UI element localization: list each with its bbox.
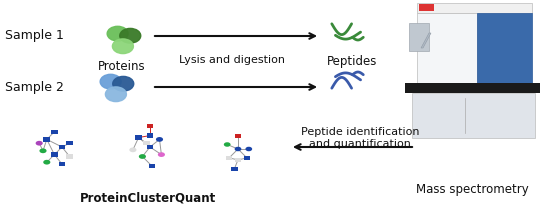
- Ellipse shape: [246, 147, 252, 152]
- Bar: [405, 84, 540, 94]
- Bar: [235, 135, 241, 139]
- Bar: [147, 124, 153, 129]
- Ellipse shape: [156, 137, 163, 142]
- Ellipse shape: [39, 149, 46, 153]
- Text: Peptides: Peptides: [327, 55, 377, 68]
- Bar: [44, 138, 50, 142]
- Bar: [66, 155, 73, 159]
- Text: Mass spectrometry: Mass spectrometry: [416, 182, 528, 195]
- Ellipse shape: [113, 77, 134, 92]
- Bar: [59, 145, 65, 149]
- Bar: [147, 134, 153, 138]
- Bar: [419, 5, 434, 12]
- FancyBboxPatch shape: [477, 14, 532, 84]
- Ellipse shape: [224, 143, 231, 147]
- Ellipse shape: [234, 147, 241, 152]
- Text: Lysis and digestion: Lysis and digestion: [179, 55, 285, 65]
- FancyBboxPatch shape: [417, 14, 477, 84]
- Text: Sample 1: Sample 1: [5, 28, 64, 41]
- Bar: [235, 158, 241, 162]
- Ellipse shape: [139, 154, 146, 159]
- Text: Peptide identification
and quantification: Peptide identification and quantificatio…: [301, 126, 419, 149]
- Bar: [147, 145, 153, 149]
- Text: Proteins: Proteins: [98, 60, 146, 73]
- Polygon shape: [421, 34, 431, 49]
- Bar: [59, 162, 65, 166]
- Bar: [51, 130, 58, 134]
- FancyBboxPatch shape: [417, 4, 532, 14]
- FancyBboxPatch shape: [412, 94, 535, 138]
- Bar: [244, 156, 250, 160]
- Bar: [231, 167, 238, 171]
- Bar: [226, 156, 232, 160]
- Bar: [149, 164, 155, 168]
- Text: Sample 2: Sample 2: [5, 81, 64, 94]
- Ellipse shape: [129, 148, 137, 152]
- Ellipse shape: [100, 75, 121, 90]
- Ellipse shape: [107, 27, 128, 42]
- Bar: [143, 141, 149, 146]
- Bar: [135, 136, 142, 140]
- Ellipse shape: [120, 29, 141, 44]
- Bar: [51, 153, 58, 157]
- Ellipse shape: [106, 88, 127, 102]
- Ellipse shape: [158, 152, 165, 157]
- Ellipse shape: [112, 40, 133, 54]
- Bar: [66, 141, 73, 146]
- Ellipse shape: [35, 141, 43, 146]
- Text: ProteinClusterQuant: ProteinClusterQuant: [80, 191, 216, 204]
- Ellipse shape: [43, 160, 50, 165]
- FancyBboxPatch shape: [409, 24, 429, 52]
